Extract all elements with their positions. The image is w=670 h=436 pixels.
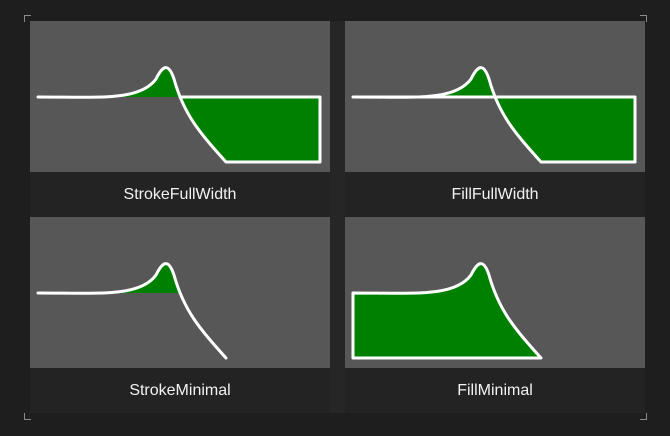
tile-stroke-full-width[interactable]: StrokeFullWidth <box>30 21 330 217</box>
curve-line <box>351 262 543 360</box>
curve-fill <box>353 67 635 162</box>
tile-stroke-minimal[interactable]: StrokeMinimal <box>30 217 330 413</box>
curve-fill <box>38 67 320 162</box>
curve-preview <box>345 21 645 172</box>
preview-grid: StrokeFullWidth FillFullWidth StrokeMini… <box>30 21 645 413</box>
corner-mark-bottom-right <box>640 413 647 420</box>
tile-label: StrokeMinimal <box>30 368 330 413</box>
curve-line <box>36 262 228 360</box>
corner-mark-top-right <box>640 15 647 22</box>
curve-preview <box>30 21 330 172</box>
curve-fill <box>353 263 541 358</box>
tile-fill-minimal[interactable]: FillMinimal <box>345 217 645 413</box>
curve-preview <box>345 217 645 368</box>
corner-mark-bottom-left <box>24 413 31 420</box>
tile-label: FillMinimal <box>345 368 645 413</box>
corner-mark-top-left <box>24 15 31 22</box>
tile-label: StrokeFullWidth <box>30 172 330 217</box>
curve-line <box>351 66 637 164</box>
curve-preview <box>30 217 330 368</box>
curve-line <box>36 66 322 164</box>
tile-fill-full-width[interactable]: FillFullWidth <box>345 21 645 217</box>
tile-label: FillFullWidth <box>345 172 645 217</box>
